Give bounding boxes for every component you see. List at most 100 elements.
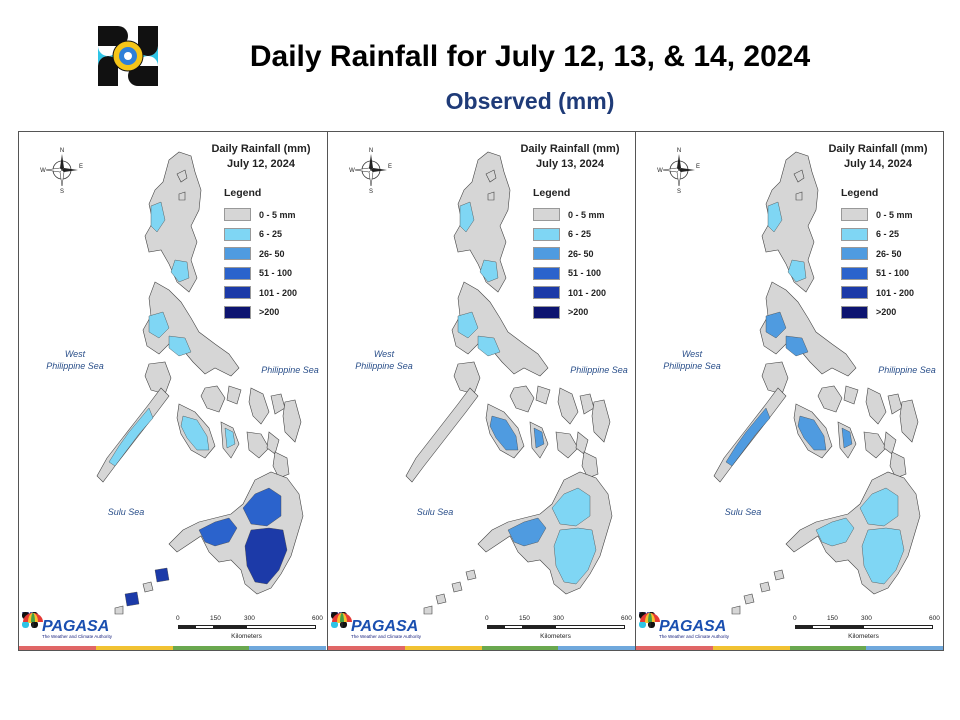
land-shape [435, 593, 447, 605]
legend-swatch [224, 227, 251, 241]
panel-title-date: July 13, 2024 [536, 158, 604, 170]
land-shape [579, 393, 595, 415]
legend-label: 101 - 200 [876, 287, 915, 298]
compass-e-label: E [79, 164, 83, 170]
legend-item: 6 - 25 [533, 225, 633, 245]
stripe-segment [249, 646, 326, 650]
land-shape [142, 281, 240, 377]
legend-item: 26- 50 [841, 244, 941, 264]
land-shape [270, 393, 286, 415]
stripe-segment [19, 646, 96, 650]
philippine-sea-label: Philippine Sea [878, 365, 936, 375]
brand-name: PAGASA [351, 618, 419, 635]
scale-bar: 0 150 300 600 Kilometers [483, 615, 632, 645]
land-shape [773, 569, 785, 581]
land-shape [581, 451, 599, 479]
land-shape [759, 281, 857, 377]
compass-s-label: S [369, 189, 373, 195]
scale-bar: 0 150 300 600 Kilometers [174, 615, 323, 645]
legend-swatch [841, 266, 868, 280]
umbrella-icon [640, 613, 660, 628]
legend-swatch [224, 305, 251, 319]
legend-label: 6 - 25 [876, 229, 900, 240]
land-shape [863, 431, 887, 459]
scale-bar-graphic [795, 625, 933, 629]
land-shape [899, 399, 919, 443]
legend-label: 0 - 5 mm [876, 209, 913, 220]
legend-item: 0 - 5 mm [224, 205, 324, 225]
rain-area-mindanao-central [859, 487, 899, 527]
scale-unit-label: Kilometers [540, 633, 571, 640]
scale-tick-label: 300 [244, 615, 255, 622]
scale-tick-label: 0 [485, 615, 489, 622]
land-shape [575, 431, 589, 455]
land-shape [272, 451, 290, 479]
stripe-segment [328, 646, 405, 650]
legend-item: 51 - 100 [224, 264, 324, 284]
legend-swatch [224, 266, 251, 280]
rainfall-map-panel-3: N S W E Daily Rainfall (mm) July 14, 202… [635, 132, 943, 650]
legend-item: 6 - 25 [841, 225, 941, 245]
rainfall-overlay [725, 201, 905, 585]
compass-e-label: E [696, 164, 700, 170]
legend-item: 101 - 200 [841, 283, 941, 303]
land-shape [451, 581, 463, 593]
legend-swatch [533, 286, 560, 300]
sulu-sea-label: Sulu Sea [107, 507, 145, 517]
legend-swatch [224, 208, 251, 222]
legend-label: 51 - 100 [259, 268, 293, 279]
rain-area-central-luzon [148, 311, 170, 339]
rain-area-mindanao-west [198, 517, 238, 547]
legend-item: >200 [224, 303, 324, 323]
legend: Legend 0 - 5 mm 6 - 25 26- 50 51 - 100 101 -… [533, 187, 633, 322]
scale-bar-graphic [487, 625, 625, 629]
land-shape [487, 191, 495, 201]
rain-area-palawan [725, 407, 771, 467]
scale-tick-label: 300 [861, 615, 872, 622]
compass-w-label: W [40, 168, 46, 174]
legend-item: 101 - 200 [224, 283, 324, 303]
panel-title: Daily Rainfall (mm) July 14, 2024 [814, 142, 942, 172]
color-stripe [19, 646, 326, 650]
land-shape [200, 385, 226, 413]
land-shape [246, 431, 270, 459]
legend-swatch [841, 286, 868, 300]
legend-title: Legend [533, 187, 571, 199]
land-shape [248, 387, 270, 425]
compass-w-label: W [657, 168, 663, 174]
rain-area-palawan [108, 407, 154, 467]
stripe-segment [404, 646, 482, 650]
west-philippine-sea-label: West Philippine Sea [355, 349, 413, 371]
compass-n-label: N [677, 148, 681, 154]
scale-tick-label: 150 [519, 615, 530, 622]
land-shape [555, 431, 579, 459]
stripe-segment [866, 646, 943, 650]
scale-tick-label: 150 [210, 615, 221, 622]
rain-area-mindanao-central [242, 487, 282, 527]
land-shape [843, 385, 859, 405]
rain-area-mindanao-south [244, 527, 288, 585]
land-shape [465, 569, 477, 581]
land-shape [793, 169, 805, 183]
compass-e-label: E [388, 164, 392, 170]
rain-area-central-luzon [168, 335, 192, 357]
land-shape [282, 399, 302, 443]
rain-area-mindanao-central [551, 487, 591, 527]
legend-label: 0 - 5 mm [568, 209, 605, 220]
legend-label: 0 - 5 mm [259, 209, 296, 220]
legend-swatch [224, 286, 251, 300]
land-shape [405, 387, 479, 483]
legend-label: 6 - 25 [259, 229, 283, 240]
land-shape [509, 385, 535, 413]
compass-s-label: S [677, 189, 681, 195]
map-panels: N S W E Daily Rainfall (mm) July 12, 202… [18, 131, 944, 651]
rain-area-central-luzon [477, 335, 501, 357]
legend-item: 26- 50 [533, 244, 633, 264]
sulu-sea-label: Sulu Sea [416, 507, 454, 517]
land-shape [795, 191, 803, 201]
stripe-segment [636, 646, 713, 650]
land-shape [743, 593, 755, 605]
stripe-segment [172, 646, 250, 650]
rainfall-overlay [108, 201, 288, 607]
land-shape [114, 605, 124, 615]
